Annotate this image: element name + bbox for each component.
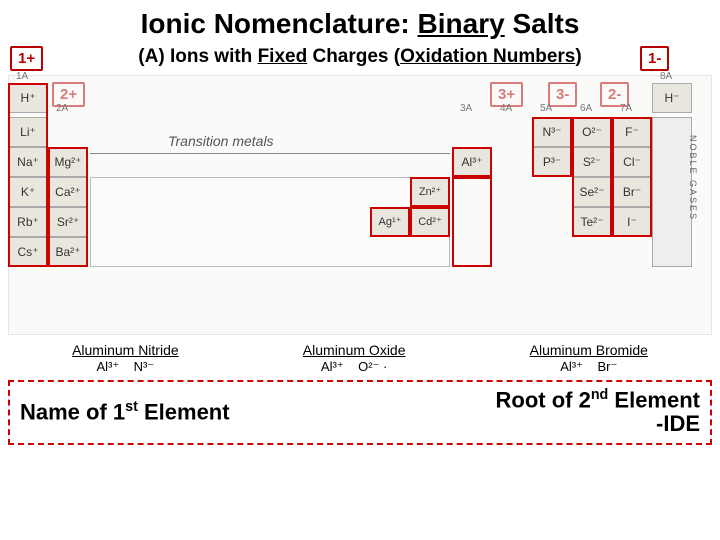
periodic-table-area: 1A 2A 3A 4A 5A 6A 7A 8A H⁺ Li⁺ Na⁺ K⁺ Rb… <box>8 75 712 335</box>
cell-ag: Ag¹⁺ <box>370 207 410 237</box>
group-1a-label: 1A <box>16 71 28 82</box>
charge-1minus: 1- <box>640 46 669 71</box>
ex3-cation: Al³⁺ <box>560 359 583 374</box>
group-7a-label: 7A <box>620 103 632 114</box>
examples-row: Aluminum Nitride Al³⁺ N³⁻ Aluminum Oxide… <box>10 341 710 376</box>
ex1-name: Aluminum Nitride <box>72 341 179 359</box>
cell-cd: Cd²⁺ <box>410 207 450 237</box>
title-text-pre: Ionic Nomenclature: <box>141 8 418 39</box>
rule-left-post: Element <box>138 399 230 424</box>
rule-right-suffix: -IDE <box>656 411 700 436</box>
charge-1plus: 1+ <box>10 46 43 71</box>
subtitle-mid: Charges ( <box>307 46 400 67</box>
group-4a-label: 4A <box>500 103 512 114</box>
subtitle-u2: Oxidation Numbers <box>400 46 575 67</box>
ex1-anion: N³⁻ <box>134 359 155 374</box>
title-text-post: Salts <box>505 8 580 39</box>
ex2-name: Aluminum Oxide <box>303 341 406 359</box>
noble-gases-label: NOBLE GASES <box>688 135 698 221</box>
example-aluminum-oxide: Aluminum Oxide Al³⁺ O²⁻ · <box>303 341 406 376</box>
group-2a-label: 2A <box>56 103 68 114</box>
rule-right-sup: nd <box>591 387 608 403</box>
group-8a-label: 8A <box>660 71 672 82</box>
tm-line <box>90 153 450 154</box>
subtitle-post: ) <box>575 46 581 67</box>
cell-al: Al³⁺ <box>452 147 492 177</box>
rule-second-element: Root of 2nd Element -IDE <box>496 388 701 437</box>
example-aluminum-bromide: Aluminum Bromide Al³⁺ Br⁻ <box>530 341 648 376</box>
subtitle-pre: (A) Ions with <box>138 46 257 67</box>
example-aluminum-nitride: Aluminum Nitride Al³⁺ N³⁻ <box>72 341 179 376</box>
naming-rule-box: Name of 1st Element Root of 2nd Element … <box>8 380 712 445</box>
transition-metals-label: Transition metals <box>168 133 274 149</box>
col5-redbox <box>532 117 572 177</box>
group-6a-label: 6A <box>580 103 592 114</box>
rule-first-element: Name of 1st Element <box>20 399 230 425</box>
noble-block <box>652 117 692 267</box>
subtitle-u1: Fixed <box>258 46 308 67</box>
subtitle: (A) Ions with Fixed Charges (Oxidation N… <box>0 44 720 71</box>
rule-right-pre: Root of 2 <box>496 387 591 412</box>
col3-redbox <box>452 177 492 267</box>
group-5a-label: 5A <box>540 103 552 114</box>
rule-left-pre: Name of 1 <box>20 399 125 424</box>
ex1-cation: Al³⁺ <box>96 359 119 374</box>
ex3-anion: Br⁻ <box>597 359 617 374</box>
rule-right-post: Element <box>608 387 700 412</box>
title-text-underline: Binary <box>418 8 505 39</box>
col1-redbox <box>8 83 48 267</box>
col6-redbox <box>572 117 612 237</box>
col7-redbox <box>612 117 652 237</box>
rule-left-sup: st <box>125 399 138 415</box>
ex2-anion: O²⁻ · <box>358 359 387 374</box>
cell-zn: Zn²⁺ <box>410 177 450 207</box>
col2-redbox <box>48 147 88 267</box>
page-title: Ionic Nomenclature: Binary Salts <box>0 0 720 44</box>
cell-h-minus: H⁻ <box>652 83 692 113</box>
ex2-cation: Al³⁺ <box>321 359 344 374</box>
group-3a-label: 3A <box>460 103 472 114</box>
ex3-name: Aluminum Bromide <box>530 341 648 359</box>
